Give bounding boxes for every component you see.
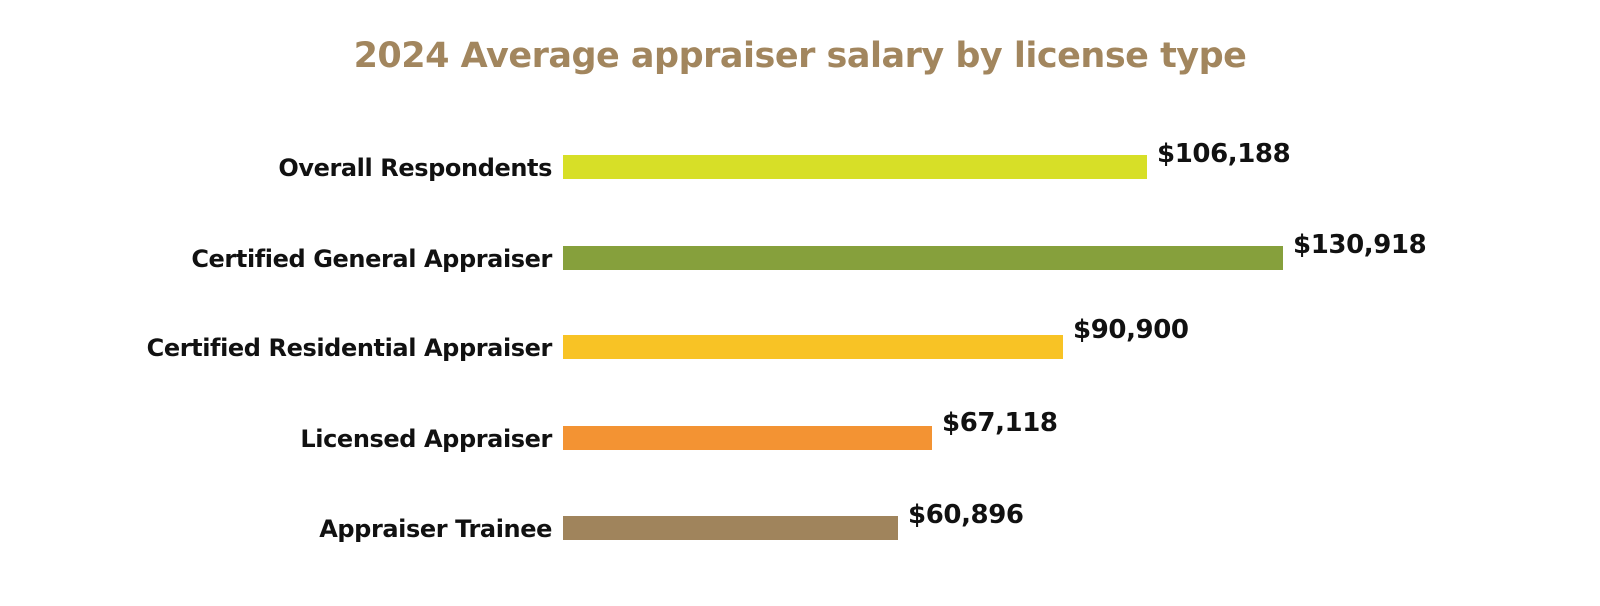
category-label: Certified General Appraiser	[191, 245, 552, 273]
bar-row: Appraiser Trainee $60,896	[0, 500, 1600, 543]
value-label: $60,896	[908, 500, 1024, 530]
value-label: $90,900	[1073, 315, 1189, 345]
category-label: Certified Residential Appraiser	[146, 334, 553, 362]
value-label: $106,188	[1157, 139, 1291, 169]
category-label: Licensed Appraiser	[300, 425, 552, 453]
bar	[563, 426, 932, 450]
bar-row: Certified Residential Appraiser $90,900	[0, 315, 1600, 362]
bar-row: Overall Respondents $106,188	[0, 139, 1600, 182]
category-label: Overall Respondents	[278, 154, 552, 182]
value-label: $130,918	[1293, 230, 1427, 260]
bar	[563, 335, 1063, 359]
bar	[563, 246, 1283, 270]
chart-title: 2024 Average appraiser salary by license…	[353, 36, 1247, 76]
bar-row: Certified General Appraiser $130,918	[0, 230, 1600, 273]
value-label: $67,118	[942, 408, 1058, 438]
bar	[563, 516, 898, 540]
bar	[563, 155, 1147, 179]
category-label: Appraiser Trainee	[319, 515, 552, 543]
bar-row: Licensed Appraiser $67,118	[0, 408, 1600, 453]
